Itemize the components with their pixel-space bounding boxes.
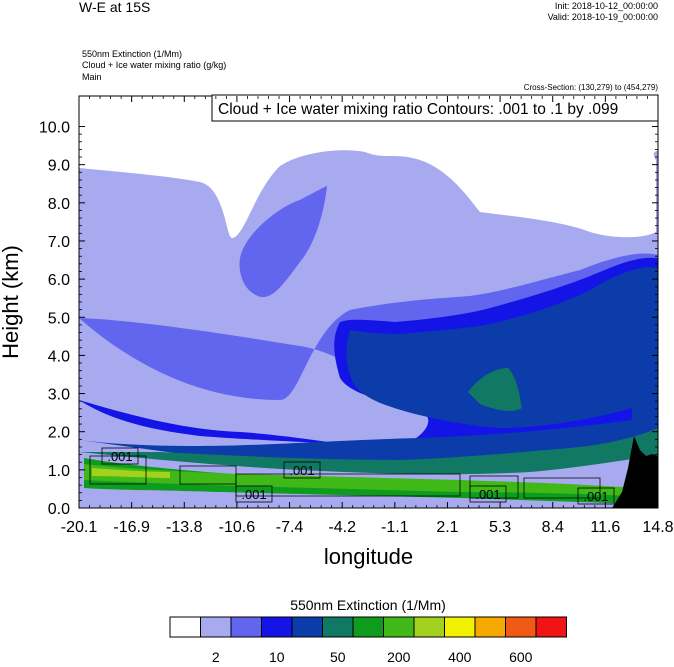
figure-title: W-E at 15S — [79, 0, 151, 15]
extinction-band-400-600 — [79, 368, 658, 475]
colorbar-label: 600 — [509, 649, 533, 665]
axes: 0.01.02.03.04.05.06.07.08.09.010.0-20.1-… — [0, 96, 674, 569]
colorbar-swatch — [261, 616, 293, 638]
contour-label: .001 — [289, 463, 314, 478]
y-tick-label: 6.0 — [48, 272, 70, 289]
y-tick-label: 4.0 — [48, 348, 70, 365]
colorbar-swatch — [474, 616, 506, 638]
y-tick-label: 2.0 — [48, 425, 70, 442]
contour-label: .001 — [583, 489, 608, 504]
extinction-band-200-400 — [79, 267, 658, 473]
x-tick-label: -7.4 — [276, 519, 304, 536]
extinction-band-700-plus — [84, 464, 636, 496]
colorbar: 550nm Extinction (1/Mm) 2 10 50 200 400 600 — [169, 597, 567, 665]
y-tick-label: 0.0 — [48, 501, 70, 518]
x-tick-label: -16.9 — [113, 519, 150, 536]
contour-label-box — [101, 447, 139, 465]
contour-labels: .001 .001 .001 .001 .001 — [101, 447, 615, 505]
y-axis-label: Height (km) — [0, 245, 23, 359]
colorbar-swatch — [352, 616, 384, 638]
colorbar-title: 550nm Extinction (1/Mm) — [290, 597, 446, 613]
colorbar-swatch — [291, 616, 323, 638]
colorbar-label: 400 — [448, 649, 472, 665]
contour-label-box — [283, 461, 321, 479]
field-description-mixing-ratio: Cloud + Ice water mixing ratio (g/kg) — [82, 60, 227, 70]
colorbar-label: 50 — [330, 649, 346, 665]
y-tick-label: 9.0 — [48, 158, 70, 175]
colorbar-swatch — [383, 616, 415, 638]
colorbar-swatch — [230, 616, 262, 638]
y-tick-label: 10.0 — [39, 120, 70, 137]
x-tick-label: 8.4 — [542, 519, 564, 536]
colorbar-swatch — [535, 616, 567, 638]
y-tick-label: 8.0 — [48, 196, 70, 213]
x-tick-label: 5.3 — [489, 519, 511, 536]
colorbar-swatch — [200, 616, 232, 638]
y-tick-label: 3.0 — [48, 387, 70, 404]
extinction-field — [79, 150, 658, 508]
contour-label: .001 — [475, 487, 500, 502]
colorbar-swatch — [444, 616, 476, 638]
contour-line — [89, 455, 147, 485]
extinction-band-800-plus — [92, 468, 170, 478]
x-axis-label: longitude — [324, 544, 413, 569]
y-tick-label: 7.0 — [48, 234, 70, 251]
y-tick-label: 5.0 — [48, 310, 70, 327]
x-tick-label: -20.1 — [61, 519, 98, 536]
contour-label: .001 — [107, 449, 132, 464]
init-time: Init: 2018-10-12_00:00:00 — [554, 1, 658, 11]
contour-line — [523, 477, 601, 499]
cross-section-label: Cross-Section: (130,279) to (454,279) — [523, 83, 658, 92]
y-tick-label: 1.0 — [48, 463, 70, 480]
x-tick-label: 11.6 — [590, 519, 620, 536]
contour-label-box — [469, 485, 507, 503]
colorbar-label: 10 — [269, 649, 285, 665]
contour-annotation: Cloud + Ice water mixing ratio Contours:… — [211, 94, 659, 122]
colorbar-swatch — [169, 616, 201, 638]
contour-annotation-text: Cloud + Ice water mixing ratio Contours:… — [218, 101, 618, 118]
contour-label-box — [577, 487, 615, 505]
contour-label: .001 — [241, 487, 266, 502]
valid-time: Valid: 2018-10-19_00:00:00 — [547, 12, 658, 22]
colorbar-swatch — [505, 616, 537, 638]
terrain — [612, 436, 658, 508]
colorbar-swatch — [322, 616, 354, 638]
colorbar-label: 200 — [387, 649, 411, 665]
field-description-extinction: 550nm Extinction (1/Mm) — [82, 49, 183, 59]
colorbar-label: 2 — [212, 649, 220, 665]
x-tick-label: 14.8 — [642, 519, 673, 536]
x-tick-label: -1.1 — [381, 519, 409, 536]
colorbar-swatch — [413, 616, 445, 638]
contour-label-box — [235, 485, 273, 503]
x-tick-label: -10.6 — [219, 519, 256, 536]
x-tick-label: -13.8 — [166, 519, 203, 536]
x-tick-label: -4.2 — [328, 519, 356, 536]
domain-label: Main — [82, 72, 102, 82]
x-tick-label: 2.1 — [436, 519, 458, 536]
